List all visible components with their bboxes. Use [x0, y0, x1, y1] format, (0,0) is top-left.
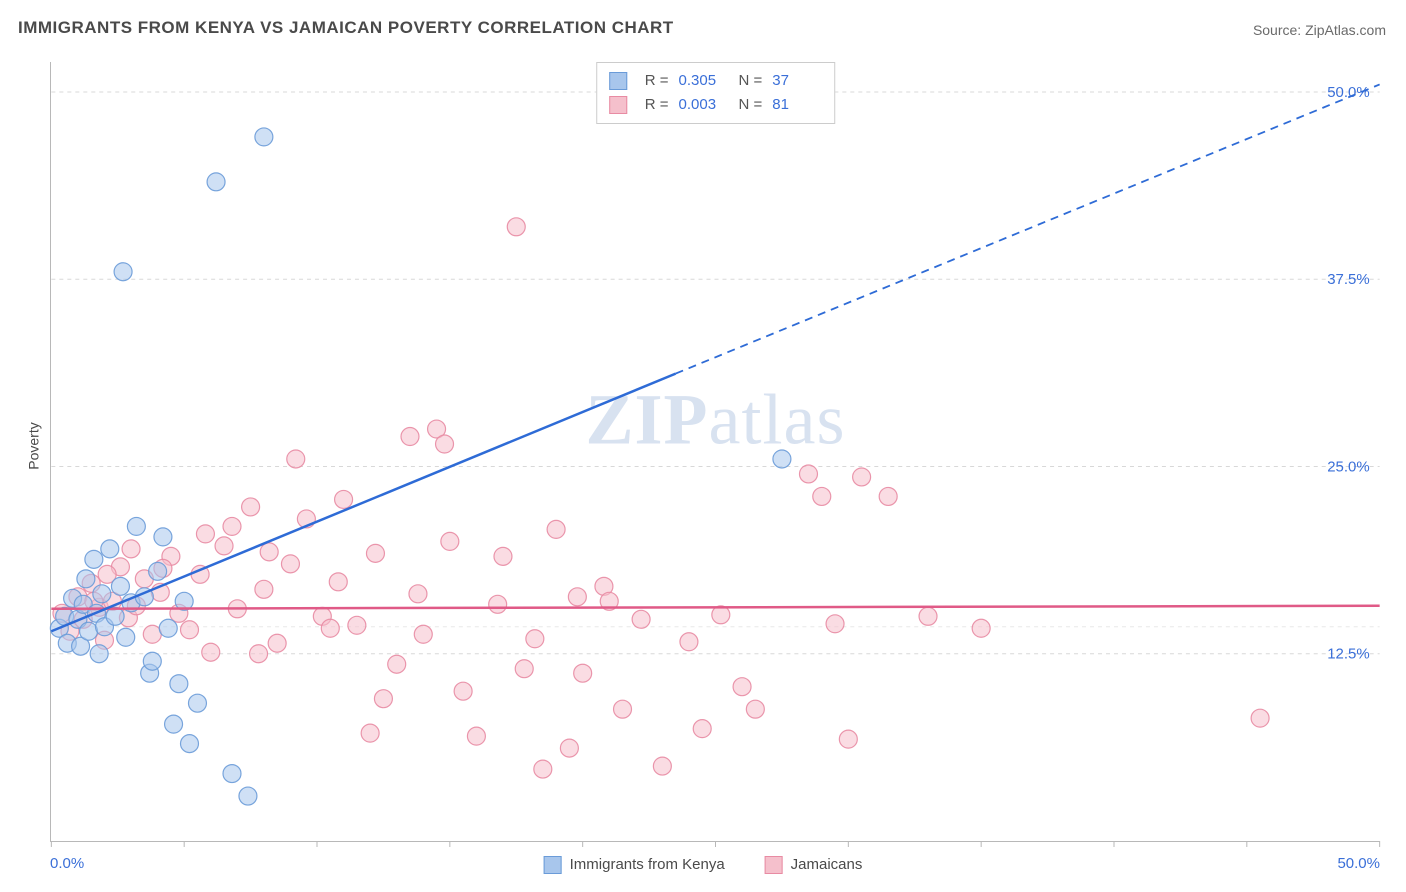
swatch-kenya-icon	[544, 856, 562, 874]
correlation-legend: R =0.305 N =37 R =0.003 N =81	[596, 62, 836, 124]
x-max-label: 50.0%	[1337, 855, 1380, 872]
svg-text:37.5%: 37.5%	[1327, 271, 1369, 288]
chart-title: IMMIGRANTS FROM KENYA VS JAMAICAN POVERT…	[18, 18, 674, 38]
swatch-kenya	[609, 72, 627, 90]
series-legend: Immigrants from Kenya Jamaicans	[544, 856, 863, 874]
legend-item-kenya: Immigrants from Kenya	[544, 856, 725, 874]
swatch-jamaica-icon	[765, 856, 783, 874]
svg-text:50.0%: 50.0%	[1327, 84, 1369, 101]
plot-area: ZIPatlas R =0.305 N =37 R =0.003 N =81 1…	[50, 62, 1380, 842]
svg-text:12.5%: 12.5%	[1327, 646, 1369, 663]
source-attribution: Source: ZipAtlas.com	[1253, 22, 1386, 38]
swatch-jamaica	[609, 96, 627, 114]
chart-canvas: 12.5% 25.0% 37.5% 50.0%	[51, 62, 1380, 841]
legend-row-jamaica: R =0.003 N =81	[609, 93, 823, 117]
svg-text:25.0%: 25.0%	[1327, 458, 1369, 475]
y-axis-label: Poverty	[26, 422, 42, 469]
legend-row-kenya: R =0.305 N =37	[609, 69, 823, 93]
x-origin-label: 0.0%	[50, 855, 84, 872]
legend-item-jamaica: Jamaicans	[765, 856, 863, 874]
